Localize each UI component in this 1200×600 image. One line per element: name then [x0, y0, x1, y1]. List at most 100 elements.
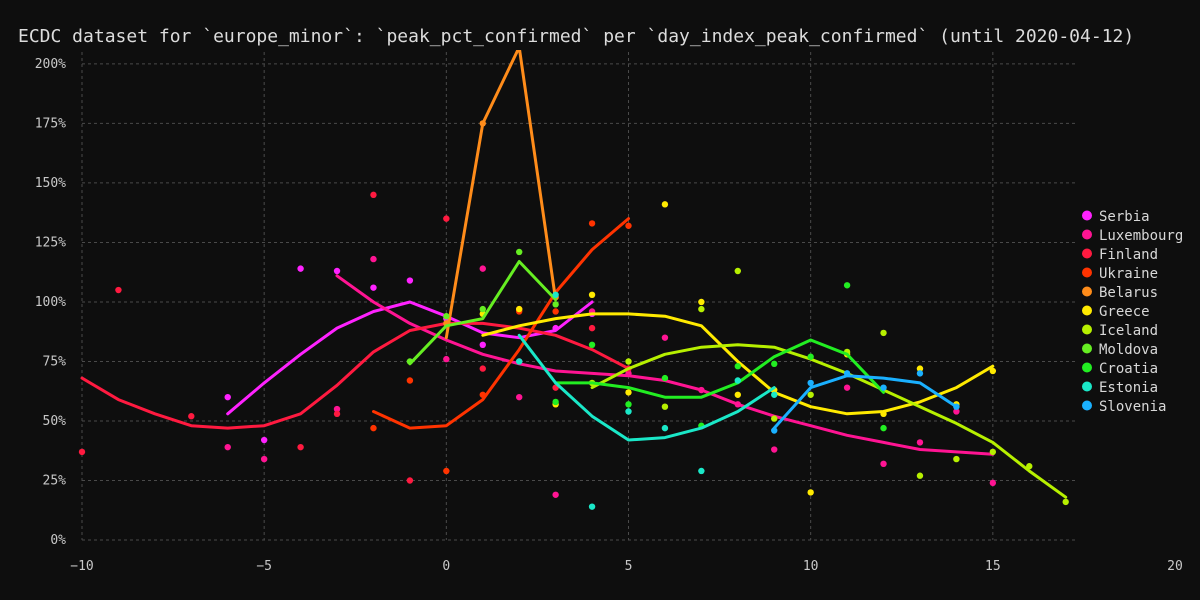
data-point [698, 298, 705, 306]
chart-title: ECDC dataset for `europe_minor`: `peak_p… [18, 26, 1134, 47]
data-point [734, 401, 741, 408]
data-point [953, 408, 960, 415]
data-point [625, 222, 632, 229]
data-point [661, 374, 669, 382]
data-point [588, 291, 596, 299]
data-point [588, 503, 596, 510]
data-point [771, 427, 778, 434]
data-point [479, 391, 486, 398]
data-point [370, 284, 377, 291]
data-point [625, 401, 632, 408]
data-point [625, 358, 632, 365]
data-point [698, 305, 705, 313]
data-point [771, 391, 778, 398]
data-point [333, 405, 341, 413]
series-iceland [588, 267, 1069, 506]
data-point [916, 365, 924, 372]
series-estonia [516, 291, 778, 510]
data-point [588, 220, 596, 227]
legend-marker [1082, 362, 1092, 373]
data-point [771, 446, 778, 453]
series-slovenia [771, 370, 960, 434]
data-point [552, 308, 559, 315]
data-point [406, 358, 414, 365]
x-tick-label: −10 [70, 559, 93, 574]
y-tick-label: 75% [43, 354, 67, 369]
data-point [880, 329, 887, 337]
legend-marker [1082, 286, 1092, 297]
data-point [516, 305, 523, 313]
data-point [516, 248, 523, 256]
legend-marker [1082, 343, 1092, 354]
data-point [698, 467, 705, 475]
data-point [552, 291, 559, 299]
data-point [224, 443, 231, 451]
y-tick-label: 175% [35, 116, 66, 131]
x-tick-label: 15 [985, 559, 1001, 574]
data-point [552, 398, 559, 406]
data-point [115, 286, 122, 294]
legend-label: Iceland [1099, 323, 1158, 339]
data-point [1062, 498, 1069, 506]
data-point [989, 479, 997, 487]
data-point [443, 467, 450, 475]
data-point [370, 255, 377, 263]
x-tick-label: 0 [442, 559, 450, 574]
series-line [444, 50, 558, 340]
legend-marker [1082, 324, 1092, 335]
data-point [661, 334, 669, 341]
data-point [989, 448, 997, 456]
data-point [588, 341, 596, 348]
legend-marker [1082, 210, 1092, 221]
legend-label: Greece [1099, 304, 1150, 320]
data-point [880, 410, 887, 418]
data-point [443, 355, 450, 363]
legend-marker [1082, 248, 1092, 259]
legend-marker [1082, 400, 1092, 411]
data-point [479, 365, 486, 372]
x-tick-label: 10 [803, 559, 819, 574]
data-point [807, 379, 814, 387]
data-point [880, 460, 887, 468]
legend-marker [1082, 229, 1092, 240]
data-point [588, 324, 596, 332]
legend-label: Croatia [1099, 361, 1158, 377]
data-point [260, 455, 268, 463]
plot-area [78, 50, 1069, 510]
data-point [661, 424, 669, 432]
data-point [734, 377, 741, 384]
data-point [771, 415, 778, 422]
legend-label: Slovenia [1099, 399, 1166, 415]
data-point [734, 363, 741, 370]
legend-label: Serbia [1099, 209, 1150, 225]
y-tick-label: 0% [50, 533, 66, 548]
legend: Serbia Luxembourg Finland Ukraine Belarus Gre… [1082, 209, 1183, 415]
data-point [843, 384, 851, 391]
y-tick-label: 150% [35, 176, 66, 191]
legend-marker [1082, 305, 1092, 316]
data-point [843, 370, 851, 377]
grid [81, 52, 1078, 541]
data-point [698, 386, 705, 394]
data-point [734, 391, 741, 398]
series-line [226, 300, 594, 416]
y-tick-label: 100% [35, 295, 66, 310]
legend-label: Estonia [1099, 380, 1158, 396]
series-line [554, 338, 885, 399]
series-line [590, 343, 1068, 499]
legend-label: Finland [1099, 247, 1158, 263]
x-tick-label: 5 [625, 559, 633, 574]
data-point [916, 472, 924, 479]
legend-label: Moldova [1099, 342, 1158, 358]
data-point [333, 267, 341, 275]
data-point [807, 391, 814, 398]
data-point [552, 301, 559, 308]
data-point [916, 370, 924, 377]
data-point [807, 353, 814, 360]
series-line [481, 312, 995, 416]
x-tick-label: 20 [1167, 559, 1183, 574]
legend-label: Luxembourg [1099, 228, 1183, 244]
legend-marker [1082, 267, 1092, 278]
